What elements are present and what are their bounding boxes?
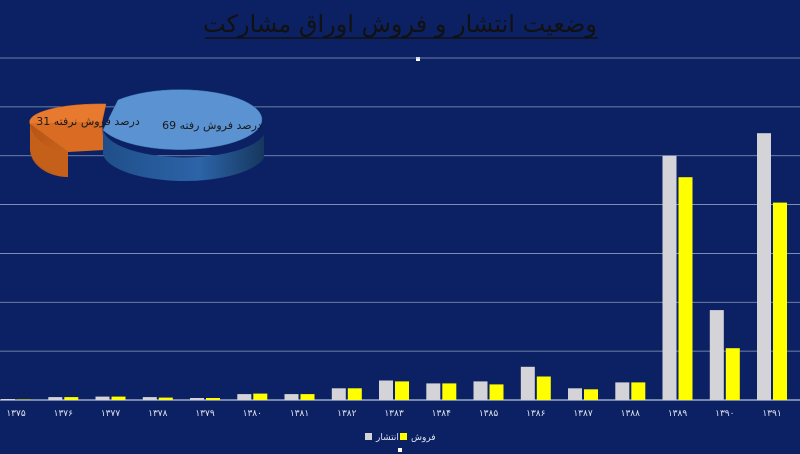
bar-issuance — [473, 381, 488, 400]
pie-slice-face-unsold — [30, 122, 104, 152]
bar-issuance — [142, 397, 157, 400]
bars — [1, 133, 787, 400]
bar-sales — [253, 393, 268, 400]
bar-sales — [678, 177, 693, 400]
bar-sales — [536, 376, 551, 400]
x-tick-label: ۱۳۸۳ — [384, 409, 404, 419]
chart-title: وضعیت انتشار و فروش اوراق مشارکت — [203, 10, 597, 38]
pie-slice-front-unsold — [30, 124, 68, 177]
bar-sales — [489, 384, 504, 400]
x-tick-label: ۱۳۸۷ — [573, 409, 593, 419]
pie-slice-label-sold: 69 درصد فروش رفته — [162, 119, 262, 132]
pie-slice-top-sold — [102, 89, 263, 150]
bar-issuance — [568, 388, 582, 400]
legend-label-issuance: انتشار — [375, 433, 399, 443]
bar-sales — [442, 383, 457, 400]
bar-issuance — [662, 155, 677, 400]
x-tick-label: ۱۳۹۰ — [715, 409, 734, 419]
bar-issuance — [426, 383, 441, 400]
x-tick-label: ۱۳۸۰ — [243, 409, 262, 419]
legend-swatch-sales — [400, 433, 407, 440]
bar-sales — [206, 398, 220, 400]
bar-issuance — [520, 366, 535, 400]
bar-issuance — [331, 388, 346, 400]
bar-sales — [395, 381, 409, 400]
bar-sales — [347, 388, 362, 400]
x-tick-label: ۱۳۷۶ — [54, 409, 74, 419]
bar-sales — [64, 397, 79, 400]
chart-area-handle-bottom — [398, 448, 402, 452]
x-tick-label: ۱۳۸۶ — [526, 409, 546, 419]
bar-issuance — [1, 399, 15, 400]
x-tick-label: ۱۳۷۷ — [101, 409, 121, 419]
bar-issuance — [95, 396, 110, 400]
chart-area-handle — [416, 57, 420, 61]
legend-label-sales: فروش — [411, 433, 436, 443]
bar-issuance — [379, 380, 393, 400]
bar-sales — [17, 399, 31, 400]
x-tick-label: ۱۳۷۹ — [195, 409, 215, 419]
legend: فروش انتشار — [365, 433, 436, 443]
bar-sales — [111, 396, 126, 400]
x-tick-label: ۱۳۷۸ — [148, 409, 168, 419]
pie-slice-top-unsold — [29, 103, 107, 125]
bar-sales — [773, 202, 787, 400]
bar-issuance — [48, 397, 63, 400]
pie-slice-label-unsold: 31 درصد فروش نرفته — [36, 115, 140, 128]
x-tick-label: ۱۳۸۲ — [337, 409, 357, 419]
pie-chart: 69 درصد فروش رفته 31 درصد فروش نرفته — [29, 89, 264, 181]
bar-issuance — [709, 310, 724, 400]
bar-issuance — [615, 382, 630, 400]
x-tick-label: ۱۳۷۵ — [6, 409, 26, 419]
x-tick-label: ۱۳۸۹ — [668, 409, 688, 419]
bar-sales — [725, 348, 740, 400]
pie-slice-side-sold — [103, 130, 264, 181]
x-tick-label: ۱۳۸۴ — [432, 409, 452, 419]
x-tick-label: ۱۳۸۱ — [290, 409, 309, 419]
bar-issuance — [757, 133, 771, 400]
bar-issuance — [284, 394, 299, 400]
bar-sales — [300, 394, 315, 400]
x-tick-label: ۱۳۹۱ — [762, 409, 781, 419]
x-tick-label: ۱۳۸۸ — [621, 409, 641, 419]
legend-swatch-issuance — [365, 433, 372, 440]
bar-sales — [584, 389, 598, 400]
bar-issuance — [190, 398, 204, 400]
x-tick-label: ۱۳۸۵ — [479, 409, 499, 419]
x-axis-ticks: ۱۳۷۵ ۱۳۷۶ ۱۳۷۷ ۱۳۷۸ ۱۳۷۹ ۱۳۸۰ ۱۳۸۱ ۱۳۸۲ ۱۳۸۳ ۱۳۸۴… — [6, 409, 781, 419]
bar-issuance — [237, 394, 252, 400]
bar-sales — [631, 382, 646, 400]
bar-sales — [158, 397, 173, 400]
